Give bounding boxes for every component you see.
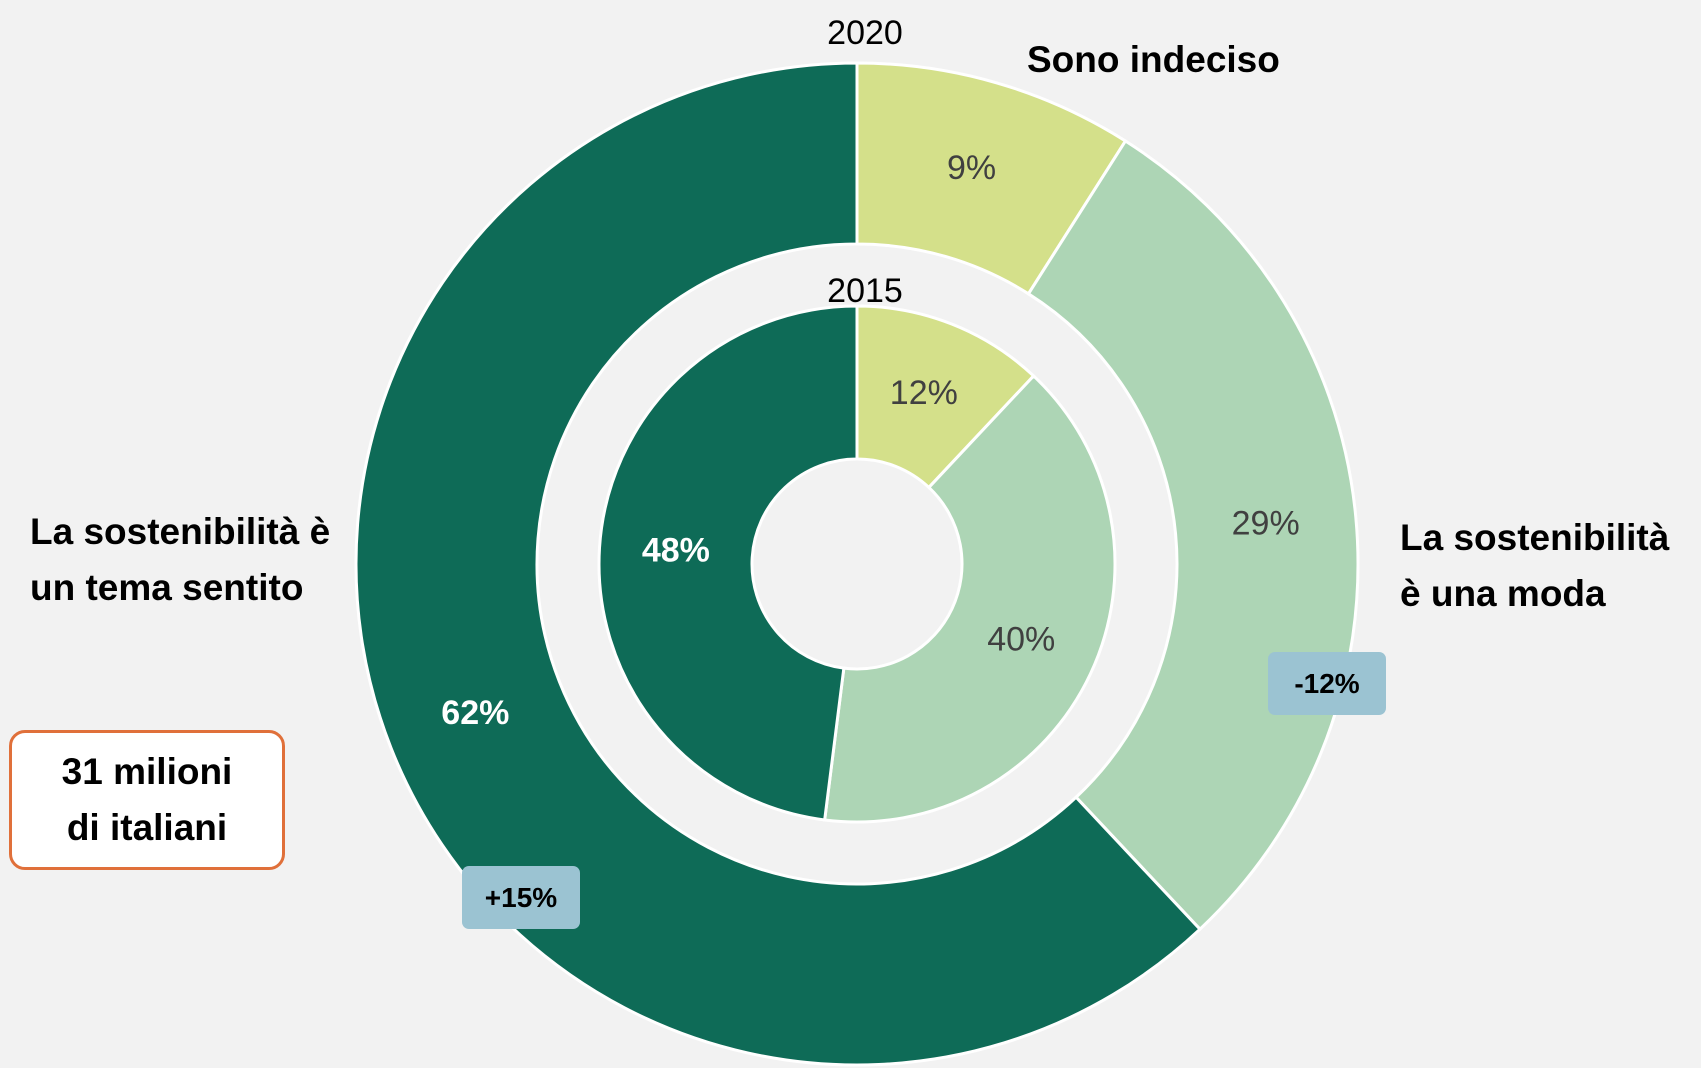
category-label: La sostenibilità è una moda <box>1400 517 1670 614</box>
note-box: 31 milioni di italiani <box>9 730 285 870</box>
change-badge: +15% <box>462 866 580 929</box>
value-label: 62% <box>441 694 509 732</box>
value-label: 9% <box>947 149 996 187</box>
donut-segment <box>1026 138 1360 932</box>
value-label: 48% <box>642 532 710 570</box>
ring-label: 2015 <box>827 272 903 310</box>
value-label: 40% <box>987 620 1055 658</box>
donut-segment <box>354 61 1203 1067</box>
category-label: Sono indeciso <box>1027 39 1280 80</box>
change-badge: -12% <box>1268 652 1386 715</box>
value-label: 12% <box>890 374 958 412</box>
donut-segment <box>822 373 1117 824</box>
category-label: La sostenibilità è un tema sentito <box>30 511 331 608</box>
donut-segment <box>855 304 1036 490</box>
ring-label: 2020 <box>827 14 903 52</box>
value-label: 29% <box>1232 504 1300 542</box>
donut-segment <box>597 304 859 822</box>
